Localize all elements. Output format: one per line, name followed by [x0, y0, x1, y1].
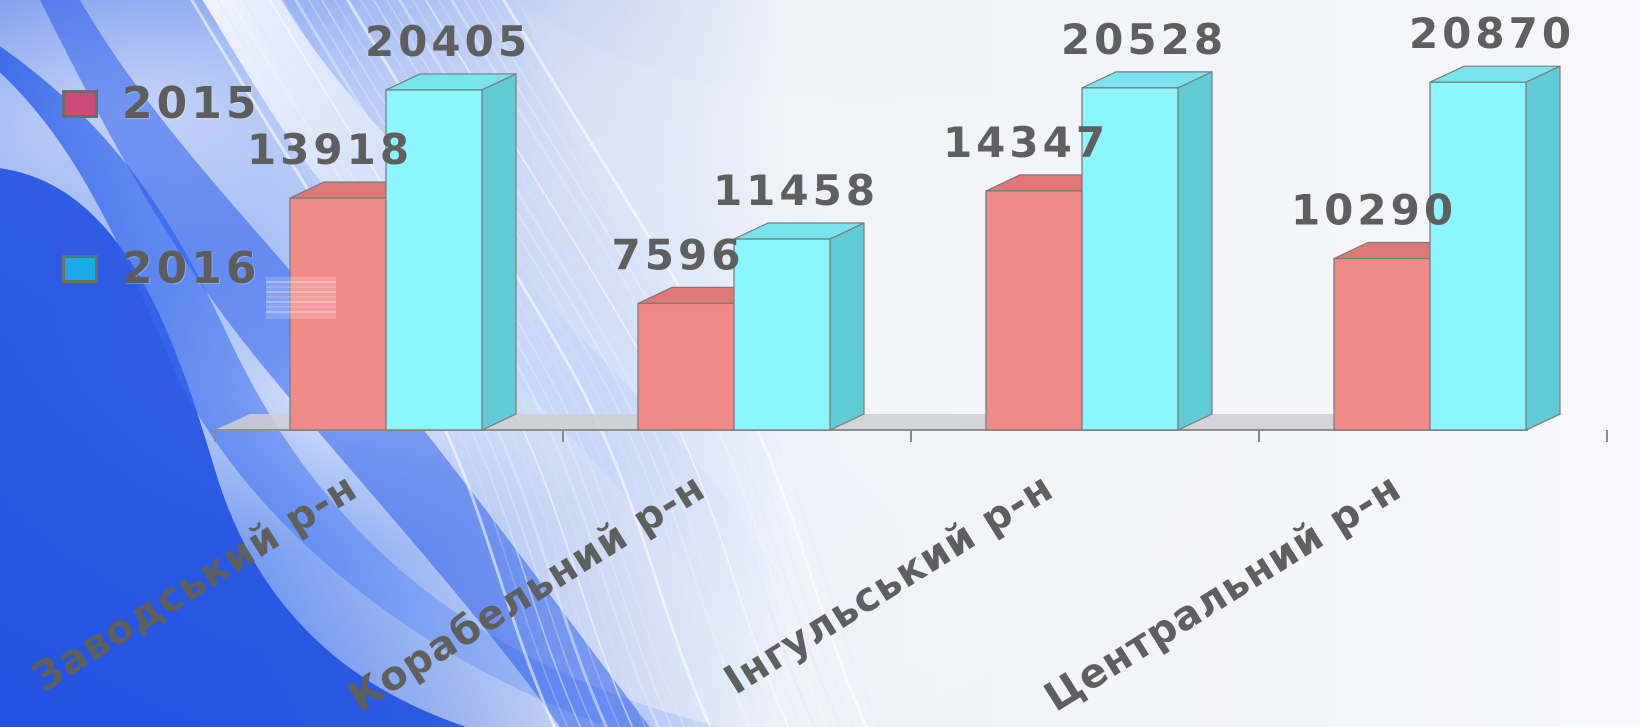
bar-2016-4	[1429, 65, 1561, 431]
bar-2016-1	[385, 72, 517, 431]
data-label-2015-2: 7596	[612, 230, 745, 279]
bar-front-2016-1	[385, 89, 483, 431]
bar-side-2016-2	[829, 222, 865, 431]
bar-side-2016-4	[1525, 65, 1561, 431]
background-light-streak	[307, 0, 673, 727]
background-light-streak	[320, 0, 686, 727]
bar-side-2016-1	[481, 72, 517, 431]
bar-front-2016-4	[1429, 81, 1527, 431]
chart-floor	[215, 414, 1563, 430]
bar-front-2015-2	[637, 302, 735, 431]
bar-front-2015-1	[289, 197, 387, 431]
bars-layer	[289, 65, 1561, 431]
data-label-2015-4: 10290	[1291, 186, 1457, 235]
bar-side-2016-3	[1177, 70, 1213, 431]
bar-front-2016-3	[1081, 87, 1179, 431]
legend-item-2015: 2015	[62, 74, 260, 134]
bar-front-2016-2	[733, 238, 831, 431]
background-ribbon-1	[0, 168, 760, 727]
data-label-2016-3: 20528	[1061, 15, 1227, 64]
bar-front-2015-3	[985, 190, 1083, 431]
bar-2016-3	[1081, 70, 1213, 431]
legend-label-2015: 2015	[122, 78, 261, 129]
bar-2016-2	[733, 222, 865, 431]
data-label-2015-1: 13918	[247, 125, 413, 174]
data-label-2016-4: 20870	[1409, 9, 1575, 58]
legend-swatch-2015	[62, 90, 98, 118]
chart-legend: 2015 2016	[62, 44, 362, 291]
data-label-2016-1: 20405	[365, 17, 531, 66]
legend-item-2016: 2016	[62, 239, 260, 299]
bar-front-2015-4	[1333, 257, 1431, 431]
data-label-2015-3: 14347	[943, 118, 1109, 167]
legend-swatch-2016	[62, 255, 98, 283]
legend-label-2016: 2016	[122, 243, 261, 294]
data-label-2016-2: 11458	[713, 166, 879, 215]
